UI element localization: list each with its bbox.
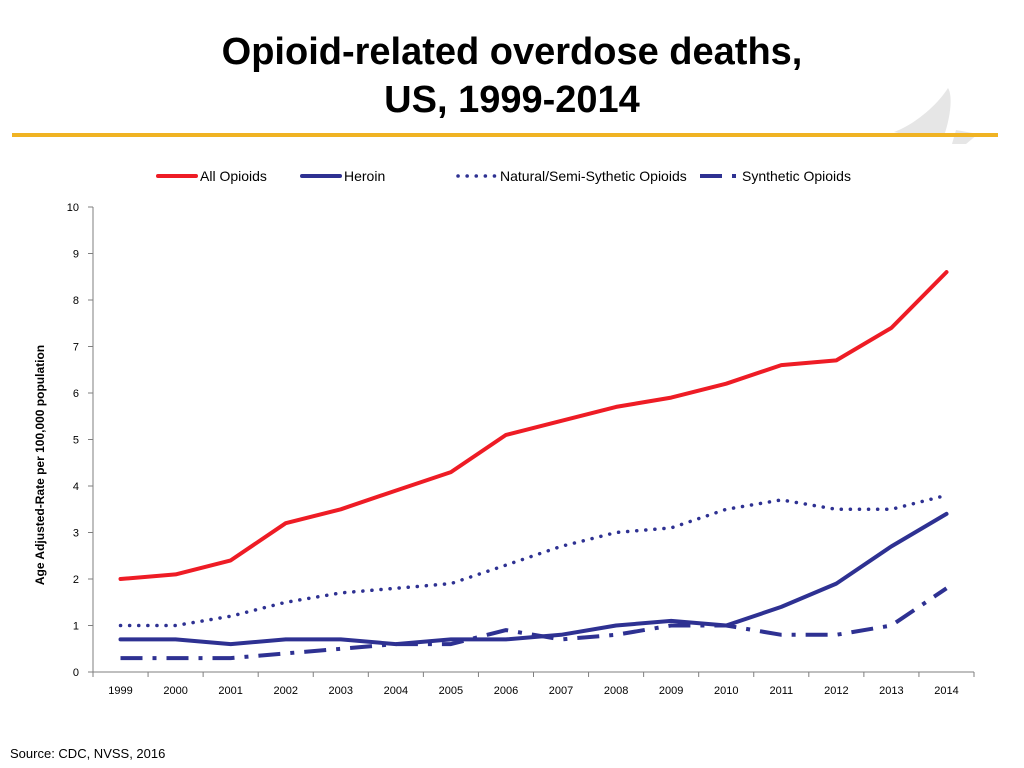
- x-tick-label: 2009: [659, 685, 683, 697]
- title-line-2: US, 1999-2014: [384, 79, 640, 121]
- source-note: Source: CDC, NVSS, 2016: [10, 746, 166, 761]
- x-tick-label: 2001: [218, 685, 242, 697]
- x-tick-label: 2007: [549, 685, 573, 697]
- x-tick-label: 2006: [494, 685, 518, 697]
- legend: All Opioids Heroin Natural/Semi-Sythetic O…: [156, 168, 851, 184]
- y-tick-label: 0: [73, 667, 79, 679]
- y-tick-label: 8: [73, 295, 79, 307]
- y-tick-label: 1: [73, 621, 79, 633]
- x-tick-label: 2014: [934, 685, 958, 697]
- series-line-natural-semi-sythetic-opioids: [118, 493, 949, 628]
- y-axis-label: Age Adjusted-Rate per 100,000 population: [33, 345, 47, 585]
- x-tick-label: 2002: [273, 685, 297, 697]
- title-divider: [12, 133, 998, 137]
- title-line-1: Opioid-related overdose deaths,: [221, 31, 803, 73]
- x-tick-label: 2005: [439, 685, 463, 697]
- x-tick-label: 2004: [384, 685, 408, 697]
- series-line-synthetic-opioids: [120, 586, 948, 661]
- legend-label-heroin: Heroin: [344, 168, 385, 184]
- x-tick-label: 2013: [879, 685, 903, 697]
- series-layer: [118, 270, 949, 661]
- x-tick-label: 2011: [769, 685, 793, 697]
- x-tick-label: 2010: [714, 685, 738, 697]
- slide-title: Opioid-related overdose deaths, US, 1999…: [0, 28, 1024, 124]
- x-tick-label: 2008: [604, 685, 628, 697]
- legend-label-synthetic-opioids: Synthetic Opioids: [742, 168, 851, 184]
- legend-label-natural-semi-sythetic-opioids: Natural/Semi-Sythetic Opioids: [500, 168, 687, 184]
- chart-axes: 0 1 2 3 4 5 6 7 8 9 10 1999 2000 2001 2002 2003 2004 2005…: [67, 202, 975, 697]
- x-tick-label: 2012: [824, 685, 848, 697]
- series-line-all-opioids: [118, 270, 949, 581]
- y-tick-label: 4: [73, 481, 79, 493]
- series-line-heroin: [118, 511, 949, 647]
- y-tick-label: 6: [73, 388, 79, 400]
- x-tick-label: 2003: [329, 685, 353, 697]
- x-tick-label: 1999: [108, 685, 132, 697]
- x-tick-label: 2000: [163, 685, 187, 697]
- y-tick-label: 5: [73, 435, 79, 447]
- y-tick-label: 2: [73, 574, 79, 586]
- y-tick-label: 10: [67, 202, 79, 214]
- line-chart: All Opioids Heroin Natural/Semi-Sythetic O…: [33, 168, 975, 697]
- y-tick-label: 7: [73, 342, 79, 354]
- y-tick-label: 3: [73, 528, 79, 540]
- legend-label-all-opioids: All Opioids: [200, 168, 267, 184]
- y-tick-label: 9: [73, 249, 79, 261]
